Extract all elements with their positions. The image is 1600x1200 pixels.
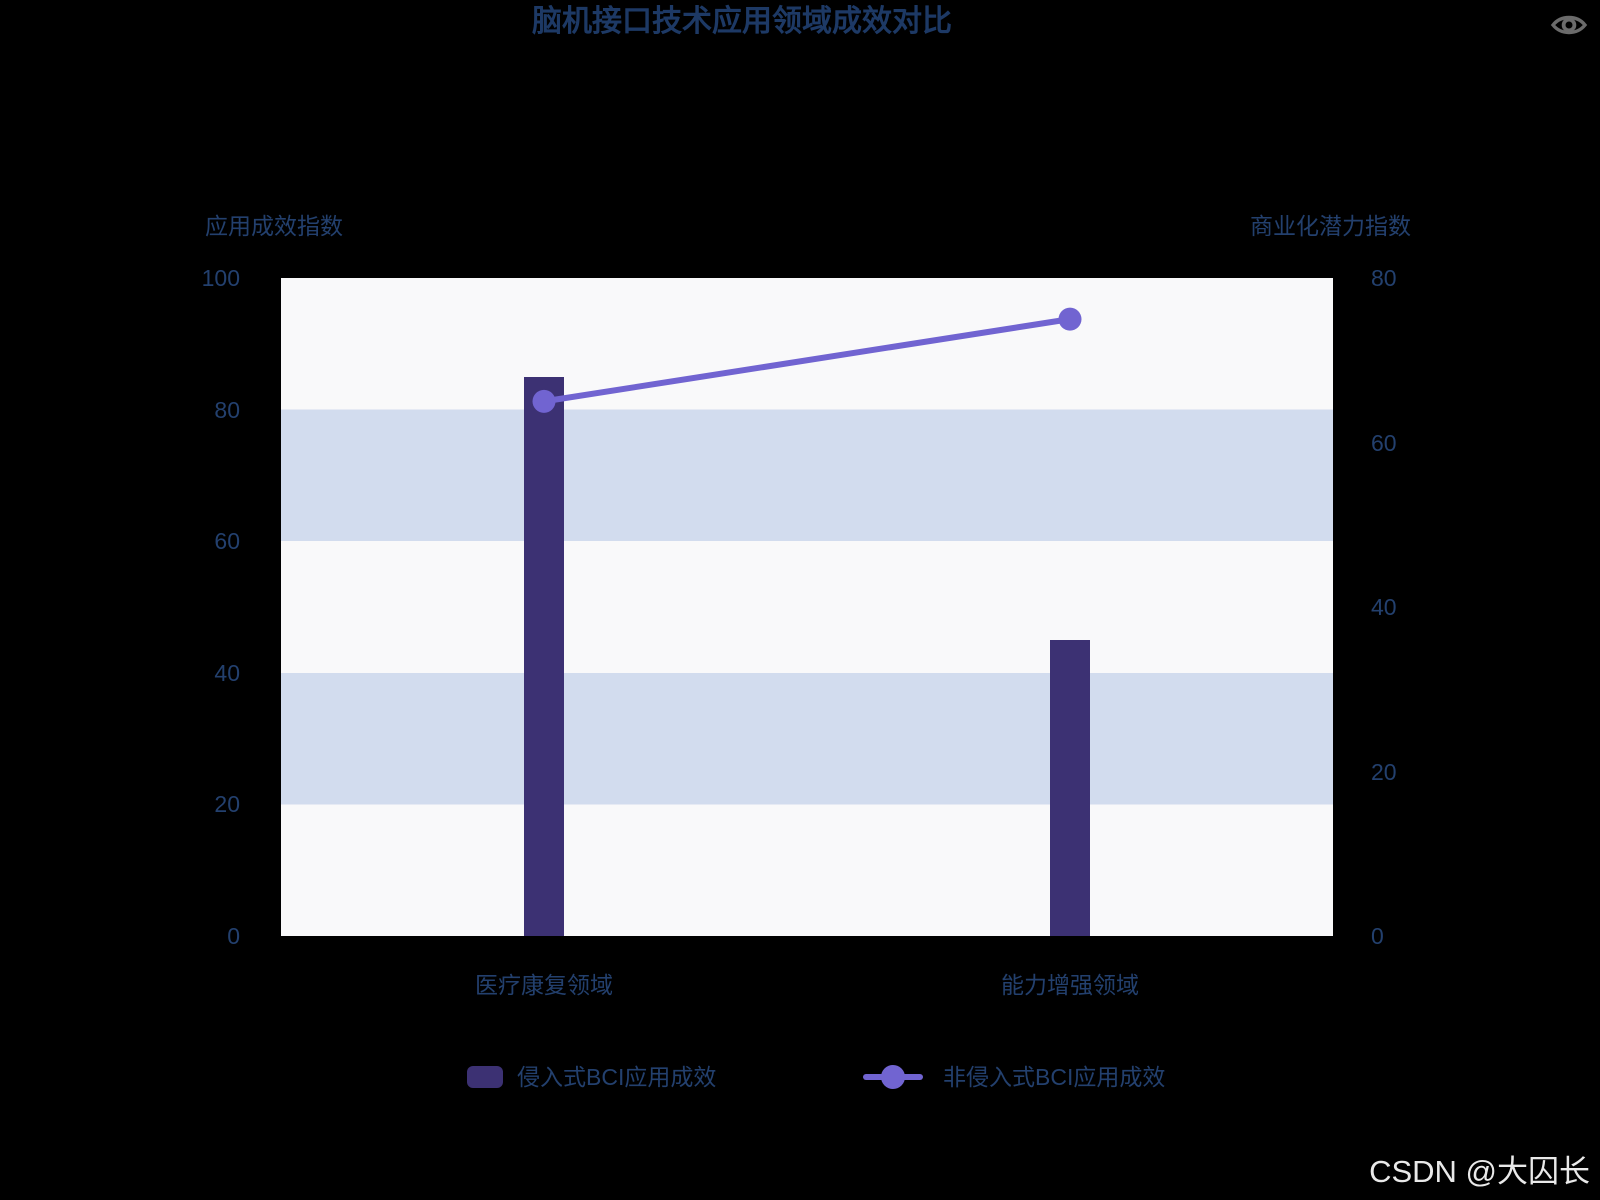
legend: 侵入式BCI应用成效 非侵入式BCI应用成效 bbox=[0, 1064, 1600, 1090]
axis-tick-label: 60 bbox=[1371, 429, 1397, 456]
x-axis-category-label: 能力增强领域 bbox=[1001, 972, 1139, 998]
legend-item-invasive-bci[interactable]: 侵入式BCI应用成效 bbox=[467, 1064, 716, 1090]
axis-tick-label: 60 bbox=[214, 528, 240, 555]
legend-label-invasive-bci: 侵入式BCI应用成效 bbox=[517, 1064, 717, 1090]
right-axis-title: 商业化潜力指数 bbox=[1250, 213, 1411, 239]
x-axis-category-label: 医疗康复领域 bbox=[475, 972, 613, 998]
axis-tick-label: 100 bbox=[201, 265, 240, 291]
axis-tick-label: 0 bbox=[227, 923, 240, 949]
axis-tick-label: 80 bbox=[1371, 265, 1397, 291]
chart-title: 脑机接口技术应用领域成效对比 bbox=[532, 5, 952, 38]
plot-area bbox=[281, 278, 1333, 936]
axis-tick-label: 40 bbox=[1371, 594, 1397, 620]
bar-能力增强领域[interactable] bbox=[1050, 639, 1090, 936]
axis-tick-label: 80 bbox=[214, 396, 240, 423]
left-axis-title: 应用成效指数 bbox=[205, 213, 343, 239]
toolbox-view-button[interactable] bbox=[1550, 12, 1588, 38]
legend-label-noninvasive-bci: 非侵入式BCI应用成效 bbox=[943, 1064, 1166, 1090]
axis-tick-label: 20 bbox=[1371, 758, 1397, 785]
axis-tick-label: 40 bbox=[214, 659, 240, 686]
bar-医疗康复领域[interactable] bbox=[524, 376, 564, 936]
eye-icon bbox=[1550, 15, 1588, 35]
line-series-marker bbox=[863, 1065, 923, 1089]
axis-tick-label: 20 bbox=[214, 791, 240, 818]
legend-item-noninvasive-bci[interactable]: 非侵入式BCI应用成效 bbox=[863, 1064, 1165, 1090]
bar-series-swatch bbox=[467, 1066, 503, 1088]
axis-tick-label: 0 bbox=[1371, 923, 1384, 949]
circle-marker-icon bbox=[881, 1065, 905, 1089]
watermark: CSDN @大囚长 bbox=[1369, 1154, 1590, 1189]
